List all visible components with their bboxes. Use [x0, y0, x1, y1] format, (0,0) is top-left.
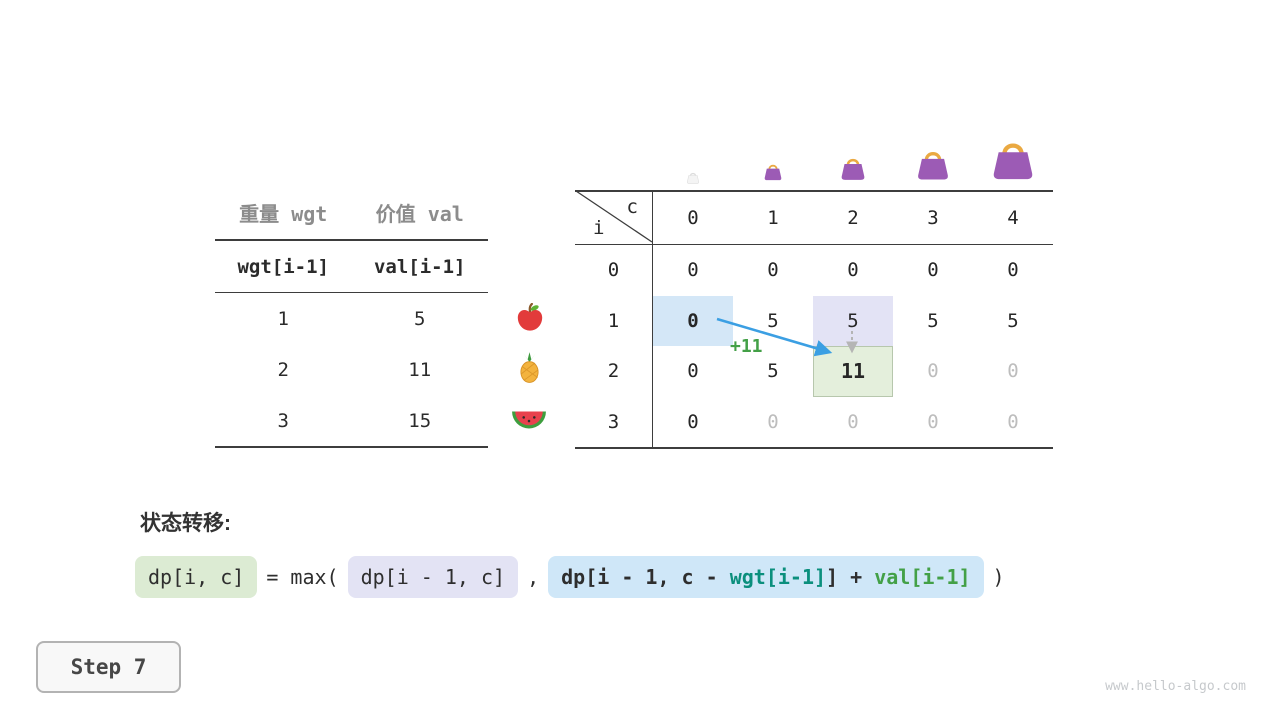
pineapple-icon [515, 351, 544, 388]
dp-cell-3-1: 0 [767, 410, 779, 433]
dp-cell-0-0: 0 [687, 259, 699, 282]
dp-cell-2-2: 11 [813, 346, 893, 397]
items-table-header-row: 重量 wgt 价值 val [215, 186, 488, 241]
items-header-val: 价值 val [375, 202, 464, 226]
bag-large-icon [915, 147, 951, 185]
dp-row-label-3: 3 [575, 396, 653, 447]
dp-cell-1-4: 5 [1007, 309, 1019, 332]
state-transition-formula: dp[i, c] = max( dp[i - 1, c] , dp[i - 1,… [135, 556, 1005, 598]
empty-bag-icon [686, 169, 700, 188]
dp-table: i c 0 1 2 3 4 0 0 0 0 0 0 1 0 5 5 5 5 2 … [575, 190, 1053, 449]
items-formula-wgt: wgt[i-1] [237, 255, 329, 278]
dp-cell-3-4: 0 [1007, 410, 1019, 433]
formula-operator: = max( [266, 565, 339, 589]
dp-cell-1-3: 5 [927, 309, 939, 332]
item-2-val: 11 [408, 358, 432, 381]
dp-cell-3-2: 0 [847, 410, 859, 433]
arrow-value-label: +11 [730, 336, 763, 357]
item-2-wgt: 2 [277, 358, 289, 381]
dp-cell-0-4: 0 [1007, 259, 1019, 282]
bag-medium-icon [839, 155, 867, 185]
items-table: 重量 wgt 价值 val wgt[i-1] val[i-1] 1 5 2 11… [215, 186, 488, 448]
dp-row-label-1: 1 [575, 295, 653, 346]
bag-xlarge-icon [990, 137, 1036, 185]
dp-cell-2-3: 0 [927, 360, 939, 383]
dp-col-header-0: 0 [653, 192, 733, 245]
formula-option1-box: dp[i - 1, c] [347, 556, 519, 598]
dp-col-header-4: 4 [973, 192, 1053, 245]
item-1-val: 5 [414, 307, 426, 330]
dp-cell-0-3: 0 [927, 259, 939, 282]
state-transition-heading: 状态转移: [140, 512, 231, 535]
dp-col-header-1: 1 [733, 192, 813, 245]
item-1-wgt: 1 [277, 307, 289, 330]
dp-cell-2-4: 0 [1007, 360, 1019, 383]
watermelon-icon [511, 408, 547, 436]
bag-small-icon [763, 162, 783, 185]
dp-corner-row-label: i [593, 217, 605, 239]
dp-cell-1-0: 0 [653, 295, 733, 346]
dp-col-header-3: 3 [893, 192, 973, 245]
dp-col-header-2: 2 [813, 192, 893, 245]
apple-icon [515, 302, 545, 337]
formula-option2-wgt: wgt[i-1] [729, 565, 827, 589]
dp-cell-3-0: 0 [687, 410, 699, 433]
dp-row-label-2: 2 [575, 346, 653, 397]
formula-lhs-box: dp[i, c] [135, 556, 258, 598]
dp-cell-2-0: 0 [687, 360, 699, 383]
items-header-wgt: 重量 wgt [239, 202, 328, 226]
dp-cell-0-2: 0 [847, 259, 859, 282]
formula-option2-val: val[i-1] [874, 565, 971, 589]
dp-cell-1-2: 5 [813, 295, 893, 346]
dp-corner-col-label: c [626, 196, 638, 218]
dp-cell-3-3: 0 [927, 410, 939, 433]
formula-option2-prefix: dp[i - 1, c - [561, 565, 730, 589]
items-table-row: 2 11 [215, 344, 488, 395]
item-3-val: 15 [408, 409, 432, 432]
items-table-row: 1 5 [215, 293, 488, 344]
dp-cell-0-1: 0 [767, 259, 779, 282]
items-table-formula-row: wgt[i-1] val[i-1] [215, 241, 488, 293]
item-3-wgt: 3 [277, 409, 289, 432]
step-badge: Step 7 [36, 641, 181, 693]
items-formula-val: val[i-1] [373, 255, 466, 278]
formula-closing-paren: ) [992, 565, 1005, 589]
dp-corner-cell: i c [575, 192, 653, 245]
formula-option2-mid: ] + [826, 565, 875, 589]
formula-option2-box: dp[i - 1, c - wgt[i-1]] + val[i-1] [548, 556, 984, 598]
dp-cell-2-1: 5 [767, 360, 779, 383]
watermark: www.hello-algo.com [1105, 679, 1246, 694]
dp-row-label-0: 0 [575, 245, 653, 296]
formula-separator: , [527, 565, 540, 589]
items-table-row: 3 15 [215, 395, 488, 446]
